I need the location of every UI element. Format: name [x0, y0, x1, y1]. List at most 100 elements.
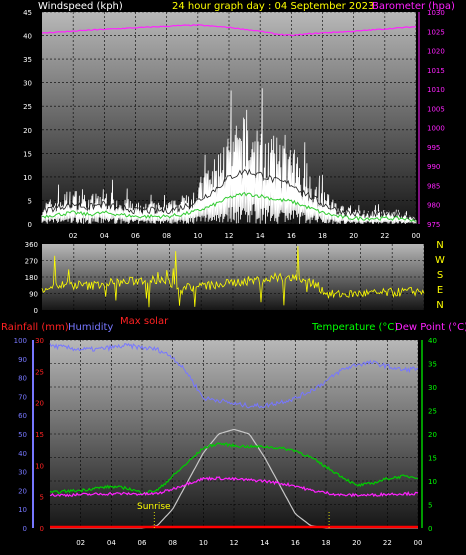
temperature-tick-label: 25	[428, 408, 437, 416]
barometer-axis-ticks: 975 980 985 990 995 1000 1005 1010 1015 1020 1025 1…	[418, 9, 445, 229]
barometer-tick-label: 980	[427, 202, 440, 210]
wind-tick-label: 40	[23, 33, 32, 41]
humidity-tick-label: 80	[18, 375, 27, 383]
wind-tick-label: 0	[28, 221, 32, 229]
wind-time-tick-label: 22	[380, 232, 389, 240]
temperature-tick-label: 35	[428, 361, 437, 369]
direction-axis-ticks: 0 90 180 270 360	[25, 241, 38, 315]
humidity-tick-label: 0	[23, 525, 27, 533]
barometer-tick-label: 1015	[427, 67, 445, 75]
direction-tick-label: 0	[34, 307, 38, 315]
temp-time-axis: 02 04 06 08 10 12 14 16 18 20 22 00	[76, 539, 422, 547]
wind-tick-label: 5	[28, 197, 32, 205]
wind-tick-label: 35	[23, 56, 32, 64]
temperature-tick-label: 0	[428, 525, 432, 533]
barometer-tick-label: 975	[427, 221, 440, 229]
humidity-tick-label: 70	[18, 393, 27, 401]
temp-time-tick-label: 06	[138, 539, 147, 547]
temp-time-tick-label: 18	[322, 539, 331, 547]
temperature-axis-ticks: 0 5 10 15 20 25 30 35 40	[421, 337, 437, 533]
max-solar-label: Max solar	[120, 316, 169, 327]
humidity-tick-label: 10	[18, 506, 27, 514]
wind-tick-label: 45	[23, 9, 32, 17]
temperature-tick-label: 20	[428, 431, 437, 439]
humidity-axis-label: Humidity	[68, 322, 113, 333]
compass-letter: W	[435, 255, 445, 266]
wind-time-tick-label: 04	[100, 232, 109, 240]
direction-tick-label: 180	[25, 274, 38, 282]
temp-time-tick-label: 16	[291, 539, 300, 547]
temperature-axis-label: Temperature (°C)	[311, 322, 398, 333]
temp-grid	[50, 339, 419, 528]
wind-tick-label: 30	[23, 80, 32, 88]
windspeed-axis-label: Windspeed (kph)	[38, 1, 123, 12]
temperature-tick-label: 40	[428, 337, 437, 345]
wind-time-tick-label: 10	[193, 232, 202, 240]
dewpoint-series	[49, 476, 419, 498]
wind-time-axis: 02 04 06 08 10 12 14 16 18 20 22 00	[69, 232, 421, 240]
direction-tick-label: 90	[29, 291, 38, 299]
wind-tick-label: 20	[23, 127, 32, 135]
rainfall-axis-label: Rainfall (mm)	[1, 322, 69, 333]
barometer-tick-label: 1030	[427, 9, 445, 17]
direction-series	[41, 246, 425, 308]
temp-time-tick-label: 08	[168, 539, 177, 547]
barometer-tick-label: 995	[427, 144, 440, 152]
temp-time-tick-label: 02	[76, 539, 85, 547]
wind-tick-label: 15	[23, 150, 32, 158]
temp-series	[49, 343, 419, 529]
humidity-axis-ticks: 0 10 20 30 40 50 60 70 80 90 100	[14, 337, 34, 533]
temperature-series	[49, 442, 419, 495]
temp-time-tick-label: 14	[260, 539, 269, 547]
compass-letter: N	[436, 300, 443, 311]
temp-time-tick-label: 04	[107, 539, 116, 547]
wind-series	[41, 24, 417, 225]
wind-time-tick-label: 20	[349, 232, 358, 240]
rain-axis-ticks: 0 5 10 15 20 25 30	[35, 337, 44, 533]
wind-time-tick-label: 18	[318, 232, 327, 240]
temp-time-tick-label: 00	[414, 539, 423, 547]
wind-time-tick-label: 02	[69, 232, 78, 240]
temp-time-tick-label: 20	[352, 539, 361, 547]
barometer-tick-label: 1010	[427, 86, 445, 94]
temperature-tick-label: 10	[428, 478, 437, 486]
wind-time-tick-label: 16	[287, 232, 296, 240]
barometer-tick-label: 1005	[427, 105, 445, 113]
wind-average-series	[42, 191, 417, 223]
barometer-series	[41, 24, 417, 37]
wind-time-tick-label: 14	[256, 232, 265, 240]
humidity-tick-label: 100	[14, 337, 27, 345]
direction-tick-label: 270	[25, 258, 38, 266]
temp-time-tick-label: 12	[230, 539, 239, 547]
wind-time-tick-label: 00	[412, 232, 421, 240]
barometer-tick-label: 990	[427, 163, 440, 171]
temp-time-tick-label: 22	[383, 539, 392, 547]
compass-letter: N	[436, 240, 443, 251]
wind-speed-series	[41, 168, 417, 221]
humidity-tick-label: 50	[18, 431, 27, 439]
sunrise-label: Sunrise	[137, 502, 171, 512]
wind-time-tick-label: 08	[162, 232, 171, 240]
dewpoint-axis-label: Dew Point (°C)	[395, 322, 466, 333]
rain-tick-label: 25	[35, 368, 44, 376]
rain-tick-label: 5	[40, 494, 44, 502]
rain-tick-label: 15	[35, 431, 44, 439]
direction-tick-label: 360	[25, 241, 38, 249]
wind-tick-label: 25	[23, 103, 32, 111]
humidity-series	[49, 343, 419, 409]
rain-tick-label: 20	[35, 400, 44, 408]
rain-tick-label: 10	[35, 462, 44, 470]
wind-direction-series	[41, 246, 425, 308]
graph-title: 24 hour graph day : 04 September 2023	[172, 1, 374, 12]
barometer-tick-label: 1025	[427, 28, 445, 36]
wind-axis-ticks: 0 5 10 15 20 25 30 35 40 45	[23, 9, 32, 229]
humidity-tick-label: 30	[18, 469, 27, 477]
temperature-tick-label: 5	[428, 502, 432, 510]
wind-time-tick-label: 12	[225, 232, 234, 240]
barometer-tick-label: 1020	[427, 48, 445, 56]
temperature-tick-label: 30	[428, 384, 437, 392]
